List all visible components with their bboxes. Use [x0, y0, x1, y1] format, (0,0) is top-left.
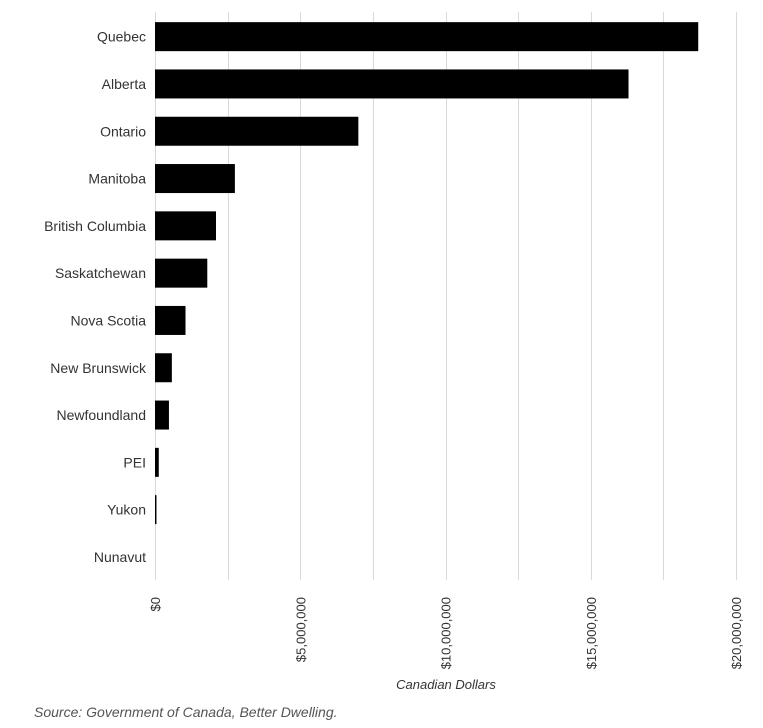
bar: [155, 164, 235, 194]
category-label: British Columbia: [44, 218, 146, 234]
category-label: Manitoba: [88, 171, 146, 187]
category-label: Saskatchewan: [55, 265, 146, 281]
bar: [155, 447, 159, 477]
bar: [155, 353, 172, 383]
bars: [155, 22, 699, 525]
category-label: Ontario: [100, 123, 146, 139]
x-tick-label: $20,000,000: [729, 597, 744, 669]
gridlines: [155, 12, 737, 580]
category-label: Newfoundland: [56, 407, 146, 423]
bar-chart: Quebec Alberta Ontario Manitoba British Colu…: [44, 12, 744, 692]
bar: [155, 211, 217, 241]
category-label: Alberta: [102, 76, 147, 92]
x-tick-label: $0: [148, 597, 163, 611]
bar: [155, 305, 186, 335]
x-tick-label: $15,000,000: [584, 597, 599, 669]
bar: [155, 69, 629, 99]
source-note: Source: Government of Canada, Better Dwe…: [34, 704, 338, 720]
x-tick-labels: $0 $5,000,000 $10,000,000 $15,000,000 $20,00…: [148, 597, 744, 669]
bar: [155, 400, 169, 430]
category-label: Quebec: [97, 29, 146, 45]
category-label: Nova Scotia: [71, 312, 147, 328]
category-label: Nunavut: [94, 549, 146, 565]
category-label: New Brunswick: [50, 360, 147, 376]
x-axis-title: Canadian Dollars: [396, 677, 496, 692]
bar: [155, 116, 359, 146]
bar: [155, 495, 157, 525]
bar: [155, 258, 208, 288]
bar: [155, 22, 699, 52]
x-tick-label: $5,000,000: [293, 597, 308, 662]
category-label: Yukon: [107, 502, 146, 518]
category-label: PEI: [123, 454, 146, 470]
category-labels: Quebec Alberta Ontario Manitoba British Colu…: [44, 29, 147, 565]
x-tick-label: $10,000,000: [439, 597, 454, 669]
